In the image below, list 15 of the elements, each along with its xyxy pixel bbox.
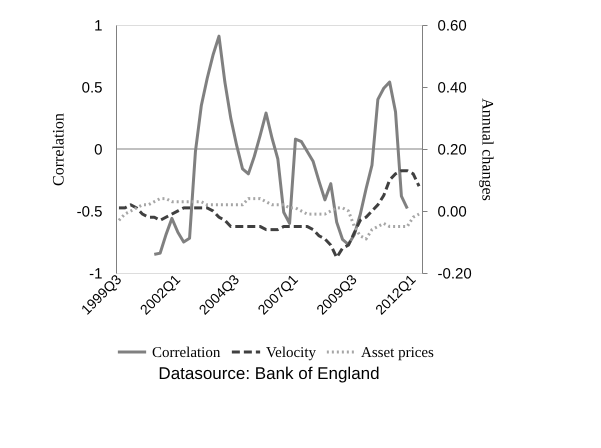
y2-tick-label: 0.40 bbox=[438, 80, 467, 96]
y-tick-label: 0.5 bbox=[82, 80, 102, 96]
y2-tick-label: 0.00 bbox=[438, 204, 467, 220]
y2-tick-label: -0.20 bbox=[438, 266, 472, 282]
y-axis-title: Correlation bbox=[50, 113, 68, 186]
y2-axis-title: Annual changes bbox=[478, 98, 496, 201]
y2-tick-label: 0.60 bbox=[438, 18, 467, 34]
y-tick-label: -0.5 bbox=[76, 204, 102, 220]
text: Datasource: Bank of England bbox=[158, 364, 380, 383]
y-tick-label: 0 bbox=[94, 142, 102, 158]
y2-tick-label: 0.20 bbox=[438, 142, 467, 158]
legend-label: Correlation bbox=[152, 345, 221, 361]
legend-label: Velocity bbox=[266, 345, 316, 361]
legend-label: Asset prices bbox=[361, 345, 434, 361]
y-tick-label: 1 bbox=[94, 18, 102, 34]
